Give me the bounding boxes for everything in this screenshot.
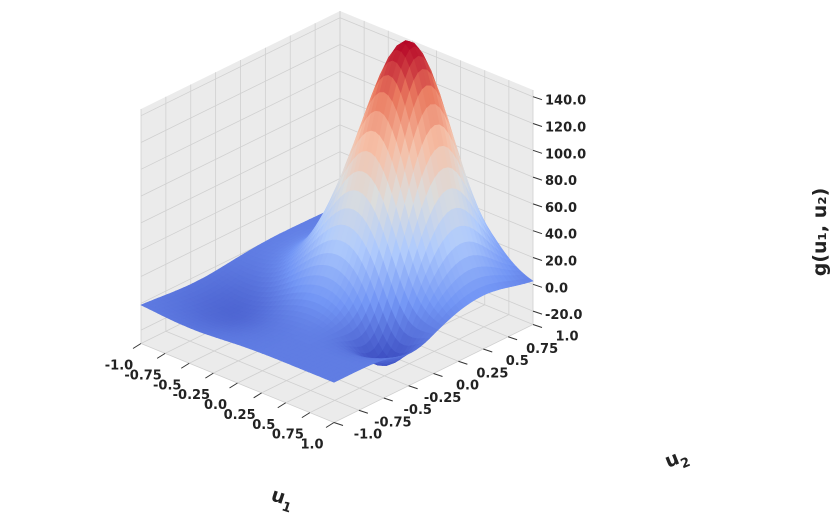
left-grid-line — [140, 17, 341, 117]
y-tick — [483, 348, 493, 353]
left-grid-line — [140, 178, 341, 277]
left-grid-line — [140, 70, 341, 170]
y-tick-label: 0.75 — [526, 342, 558, 357]
x-tick — [325, 422, 335, 428]
z-tick — [532, 123, 543, 127]
y-tick-label: -0.25 — [424, 391, 461, 406]
x-tick — [180, 362, 190, 369]
z-tick-label: 100.0 — [545, 147, 586, 162]
z-tick-label: 40.0 — [545, 228, 577, 243]
y-tick-label: 0.5 — [506, 354, 529, 369]
z-tick-label: 20.0 — [545, 255, 577, 270]
x-tick — [301, 412, 311, 419]
back-grid-line — [339, 17, 534, 98]
x-tick-label: -0.5 — [153, 378, 181, 393]
z-tick — [532, 96, 543, 101]
surface-facet — [329, 378, 340, 383]
x-axis-label: u1 — [267, 484, 297, 517]
z-tick-label: 120.0 — [545, 121, 586, 136]
y-tick — [408, 385, 418, 390]
x-tick-label: -1.0 — [105, 359, 133, 374]
z-tick — [532, 149, 543, 154]
tick-labels: -1.0-0.75-0.5-0.250.00.250.50.751.0-1.0-… — [105, 94, 586, 453]
y-tick-label: -0.75 — [374, 415, 411, 430]
y-tick-label: -1.0 — [354, 428, 382, 443]
z-axis-label: g(u₁, u₂) — [809, 188, 830, 277]
tick-marks — [132, 96, 543, 428]
z-tick-label: 140.0 — [545, 94, 586, 109]
y-tick — [383, 397, 393, 402]
z-tick — [532, 283, 543, 288]
y-axis-label: u2 — [662, 444, 693, 477]
z-tick-label: 80.0 — [545, 174, 577, 189]
y-tick — [507, 336, 518, 341]
y-tick — [358, 409, 369, 414]
y-tick — [433, 373, 443, 377]
z-tick — [532, 230, 543, 235]
x-tick-label: 0.5 — [252, 418, 275, 433]
y-tick — [532, 324, 543, 328]
y-tick-label: 0.25 — [476, 366, 508, 381]
x-tick-label: 0.0 — [204, 398, 227, 413]
back-grid-line — [339, 44, 534, 124]
x-tick — [277, 402, 287, 409]
x-tick — [156, 352, 166, 359]
x-tick-label: 0.25 — [224, 408, 256, 423]
left-grid-line — [140, 97, 341, 197]
z-tick — [532, 203, 543, 208]
left-grid-line — [140, 151, 341, 251]
y-tick — [333, 422, 344, 426]
x-tick-label: 0.75 — [272, 428, 304, 443]
left-grid-line — [140, 124, 341, 224]
z-tick — [532, 176, 543, 181]
x-tick-label: -0.75 — [124, 368, 161, 383]
x-tick — [253, 392, 262, 399]
surface-plot — [140, 40, 534, 383]
z-tick-label: 60.0 — [545, 201, 577, 216]
x-tick — [205, 372, 214, 379]
x-tick-label: -0.25 — [173, 388, 210, 403]
z-tick-label: 0.0 — [545, 281, 568, 296]
floor-grid-line — [165, 330, 360, 411]
z-tick — [532, 257, 543, 261]
z-tick — [532, 310, 543, 315]
x-tick — [132, 343, 142, 349]
y-tick — [458, 360, 468, 365]
y-tick-label: 0.0 — [456, 379, 479, 394]
x-tick-label: 1.0 — [300, 438, 323, 453]
x-tick — [229, 382, 238, 389]
left-grid-line — [140, 44, 341, 143]
y-tick-label: -0.5 — [404, 403, 432, 418]
z-tick-label: -20.0 — [545, 308, 582, 323]
y-tick-label: 1.0 — [555, 330, 578, 345]
